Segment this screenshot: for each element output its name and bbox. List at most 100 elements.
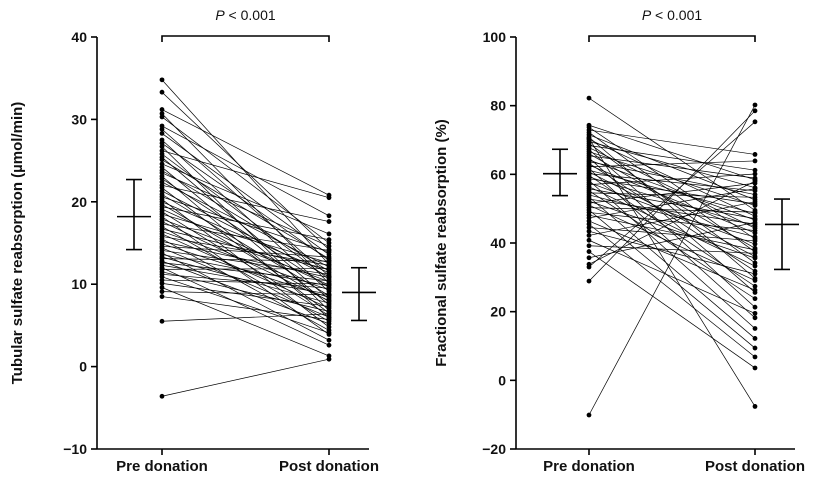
significance-bracket: [588, 35, 756, 42]
pre-donation-point: [159, 107, 165, 112]
post-donation-point: [752, 238, 758, 244]
post-donation-point: [752, 354, 758, 360]
pre-donation-point: [159, 164, 165, 170]
paired-line: [588, 153, 756, 249]
paired-line: [161, 109, 330, 196]
paired-line: [588, 180, 756, 265]
paired-line: [588, 180, 756, 329]
pre-donation-point: [159, 144, 165, 149]
pre-donation-point: [159, 294, 165, 299]
paired-line: [161, 170, 330, 272]
post-donation-point: [326, 324, 332, 330]
paired-line: [161, 262, 330, 282]
paired-line: [161, 157, 330, 300]
post-donation-point: [752, 296, 758, 302]
post-donation-point: [752, 304, 758, 310]
paired-line: [588, 245, 756, 254]
paired-line: [588, 136, 756, 279]
post-donation-point: [326, 356, 332, 362]
pre-donation-point: [159, 179, 165, 185]
paired-line: [588, 155, 756, 179]
post-donation-point: [752, 247, 758, 253]
post-donation-point: [752, 255, 758, 261]
pre-donation-point: [159, 137, 165, 143]
paired-line: [161, 276, 330, 334]
post-donation-point: [752, 234, 758, 240]
pre-donation-point: [159, 89, 165, 95]
paired-line: [588, 121, 756, 268]
paired-line: [588, 176, 756, 227]
paired-line: [161, 208, 330, 286]
pre-donation-point: [586, 264, 592, 270]
paired-line: [588, 201, 756, 236]
pre-donation-point: [586, 249, 592, 254]
post-donation-point: [326, 243, 332, 249]
pre-donation-point: [159, 393, 165, 399]
post-donation-point: [752, 271, 758, 277]
post-donation-point: [752, 326, 758, 331]
paired-line: [161, 252, 330, 341]
chart-panel-2: −20 0 20 40 60 80 100 Pre donation Post donation…: [433, 7, 805, 475]
pre-donation-point: [586, 221, 592, 227]
paired-line: [161, 184, 330, 222]
pre-donation-point: [586, 225, 592, 230]
p-value-label: P < 0.001: [215, 7, 276, 23]
paired-line: [161, 358, 330, 397]
pre-donation-point: [159, 277, 165, 283]
significance-bracket: [161, 35, 330, 42]
post-donation-point: [326, 248, 332, 253]
post-donation-point: [752, 250, 758, 256]
paired-line: [161, 243, 330, 298]
paired-line: [588, 141, 756, 189]
paired-line: [588, 198, 756, 225]
pre-donation-point: [586, 233, 592, 238]
x-category-label: Post donation: [279, 458, 379, 475]
pre-donation-point: [586, 135, 592, 141]
paired-line: [588, 159, 756, 221]
paired-line: [161, 264, 330, 295]
paired-line: [161, 287, 330, 357]
pre-donation-point: [586, 412, 592, 418]
paired-line: [161, 279, 330, 285]
post-donation-point: [326, 353, 332, 359]
paired-line: [161, 241, 330, 278]
paired-line: [161, 245, 330, 258]
paired-line: [588, 214, 756, 251]
y-tick-label: −20: [482, 441, 506, 457]
paired-line: [588, 212, 756, 231]
y-tick-label: 20: [490, 304, 506, 320]
pre-donation-point: [159, 185, 165, 191]
paired-line: [161, 260, 330, 325]
paired-line: [161, 150, 330, 199]
post-donation-point: [752, 186, 758, 192]
y-tick-label: 30: [71, 111, 87, 127]
post-donation-point: [752, 194, 758, 200]
x-category-label: Pre donation: [116, 458, 208, 475]
paired-line: [588, 173, 756, 192]
paired-line: [161, 258, 330, 262]
pre-donation-point: [586, 228, 592, 234]
post-donation-point: [326, 337, 332, 343]
y-tick-label: 40: [490, 235, 506, 251]
paired-line: [161, 254, 330, 287]
paired-line: [588, 171, 756, 257]
paired-line: [588, 104, 756, 416]
post-donation-point: [326, 213, 332, 219]
post-donation-point: [752, 152, 758, 157]
paired-line: [161, 79, 330, 265]
post-donation-point: [752, 228, 758, 234]
paired-line: [161, 313, 330, 322]
paired-line: [161, 178, 330, 288]
paired-line: [588, 182, 756, 204]
paired-line: [588, 196, 756, 339]
y-tick-label: 40: [71, 29, 87, 45]
pre-donation-point: [159, 170, 165, 176]
paired-line: [161, 203, 330, 302]
post-donation-point: [752, 108, 758, 114]
post-donation-point: [326, 231, 332, 237]
p-value-label: P < 0.001: [642, 7, 703, 23]
post-donation-point: [326, 278, 332, 284]
pre-donation-point: [586, 278, 592, 284]
paired-line: [161, 166, 330, 306]
